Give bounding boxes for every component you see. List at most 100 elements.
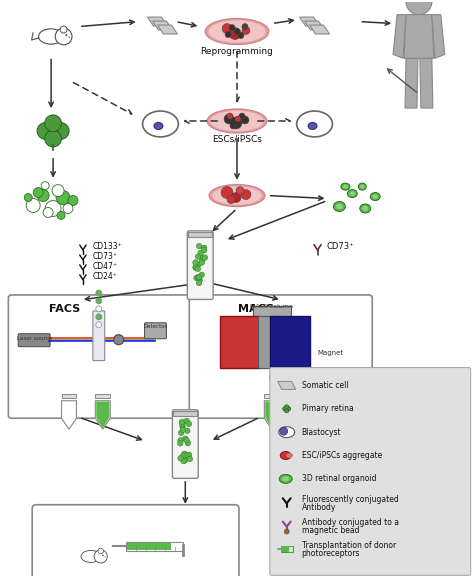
Polygon shape <box>300 17 319 26</box>
Ellipse shape <box>297 111 332 137</box>
Circle shape <box>53 123 69 139</box>
Circle shape <box>69 36 70 38</box>
Ellipse shape <box>207 109 267 133</box>
Ellipse shape <box>280 451 291 460</box>
Circle shape <box>193 260 198 265</box>
Text: 3D retinal organoid: 3D retinal organoid <box>301 475 376 483</box>
Polygon shape <box>420 58 433 108</box>
Circle shape <box>45 115 62 132</box>
Text: MACS: MACS <box>238 304 274 314</box>
Text: Somatic cell: Somatic cell <box>301 381 348 390</box>
Circle shape <box>241 190 251 199</box>
Circle shape <box>195 254 201 260</box>
Circle shape <box>242 27 250 35</box>
FancyBboxPatch shape <box>173 410 198 479</box>
Text: CD24⁺: CD24⁺ <box>93 272 118 280</box>
Circle shape <box>231 192 241 202</box>
Circle shape <box>181 456 186 462</box>
Polygon shape <box>278 381 296 390</box>
FancyBboxPatch shape <box>270 368 471 575</box>
Circle shape <box>65 34 67 36</box>
Circle shape <box>224 114 234 124</box>
Circle shape <box>230 123 236 129</box>
Circle shape <box>180 424 185 429</box>
FancyBboxPatch shape <box>32 505 239 578</box>
Circle shape <box>187 456 192 462</box>
Circle shape <box>230 117 242 129</box>
Circle shape <box>196 280 202 286</box>
Circle shape <box>186 452 192 458</box>
Polygon shape <box>305 21 325 30</box>
Text: Fluorescently conjugated: Fluorescently conjugated <box>301 495 398 504</box>
Circle shape <box>196 243 202 249</box>
Circle shape <box>227 195 235 203</box>
Polygon shape <box>157 25 177 34</box>
Circle shape <box>24 194 32 202</box>
Polygon shape <box>147 17 167 26</box>
Circle shape <box>96 298 102 304</box>
Circle shape <box>68 195 78 206</box>
Circle shape <box>283 407 287 411</box>
Circle shape <box>98 548 103 554</box>
Ellipse shape <box>333 202 346 212</box>
Circle shape <box>55 28 72 45</box>
Polygon shape <box>404 14 434 58</box>
Text: Detector: Detector <box>144 324 167 329</box>
Ellipse shape <box>350 191 355 196</box>
Circle shape <box>41 181 49 190</box>
Circle shape <box>284 405 289 409</box>
Polygon shape <box>95 401 110 429</box>
Circle shape <box>94 550 107 563</box>
Ellipse shape <box>81 550 100 562</box>
Circle shape <box>181 453 186 458</box>
Ellipse shape <box>209 184 265 206</box>
Circle shape <box>234 28 240 35</box>
Circle shape <box>229 24 235 31</box>
Ellipse shape <box>38 29 64 44</box>
Ellipse shape <box>282 476 289 481</box>
Ellipse shape <box>143 111 178 137</box>
Circle shape <box>183 453 189 458</box>
Circle shape <box>37 190 49 202</box>
Ellipse shape <box>269 374 274 381</box>
Bar <box>62 394 76 398</box>
Circle shape <box>229 28 241 39</box>
Circle shape <box>181 458 186 464</box>
Circle shape <box>185 440 191 446</box>
Ellipse shape <box>360 204 371 213</box>
Text: Transplantation of donor: Transplantation of donor <box>301 542 396 550</box>
Circle shape <box>180 421 185 427</box>
Bar <box>127 543 172 550</box>
Polygon shape <box>432 14 445 58</box>
Circle shape <box>227 113 233 119</box>
Circle shape <box>198 250 203 255</box>
Text: Magnet: Magnet <box>318 350 344 355</box>
Circle shape <box>178 440 183 446</box>
Circle shape <box>199 258 205 264</box>
Text: Pimary retina: Pimary retina <box>301 404 354 413</box>
Text: Laser source: Laser source <box>17 336 52 340</box>
Text: MACS column: MACS column <box>250 304 293 309</box>
Circle shape <box>114 335 124 344</box>
Circle shape <box>178 438 183 443</box>
Circle shape <box>186 421 192 427</box>
Circle shape <box>199 272 204 277</box>
Ellipse shape <box>343 185 348 188</box>
FancyBboxPatch shape <box>189 295 372 418</box>
Bar <box>220 316 260 368</box>
Circle shape <box>184 428 190 434</box>
Ellipse shape <box>210 110 264 131</box>
Circle shape <box>287 407 291 411</box>
Circle shape <box>43 208 53 217</box>
Text: Blastocyst: Blastocyst <box>301 428 341 436</box>
Circle shape <box>236 187 244 195</box>
Text: ESC/iPSCs aggregate: ESC/iPSCs aggregate <box>301 451 382 460</box>
Circle shape <box>178 455 183 461</box>
Bar <box>126 542 183 551</box>
Text: Reprogramming: Reprogramming <box>201 47 273 57</box>
Polygon shape <box>265 402 278 428</box>
Polygon shape <box>264 401 279 429</box>
Circle shape <box>184 438 190 443</box>
Bar <box>258 316 272 368</box>
Ellipse shape <box>154 123 163 129</box>
